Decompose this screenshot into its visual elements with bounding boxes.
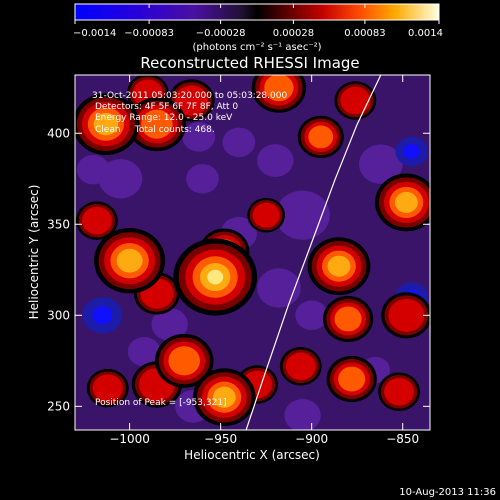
heatmap-negative-core: [403, 144, 420, 159]
y-tick-label: 250: [47, 399, 70, 413]
heatmap-positive-blob: [394, 191, 418, 213]
colorbar-ticks: −0.0014 −0.00083 −0.00028 0.00028 0.00083 0.0…: [73, 4, 443, 39]
colorbar-tick-label: 0.00083: [344, 28, 385, 39]
y-tick-label: 300: [47, 308, 70, 322]
colorbar-tick-label: −0.0014: [73, 28, 116, 39]
heatmap-positive-blob: [212, 386, 236, 408]
heatmap-negative-blob: [284, 399, 321, 430]
heatmap-positive-blob: [92, 374, 123, 402]
heatmap-negative-blob: [151, 308, 188, 341]
heatmap-negative-blob: [257, 268, 301, 308]
plot-area: −1000 −950 −900 −850 250 300 350 400 31-Oct-201…: [47, 74, 431, 446]
heatmap-positive-blob: [264, 75, 294, 102]
colorbar: −0.0014 −0.00083 −0.00028 0.00028 0.00083 0.0…: [73, 3, 443, 53]
annotation-time-range: 31-Oct-2011 05:03:20.000 to 05:03:28.000: [92, 91, 287, 101]
heatmap-positive-blob: [168, 346, 201, 376]
colorbar-tick-label: −0.00028: [196, 28, 246, 39]
heatmap-negative-blob: [295, 300, 329, 331]
solar-limb-curve: [245, 75, 382, 430]
colorbar-gradient: [74, 3, 440, 21]
colorbar-tick-label: −0.00083: [124, 28, 174, 39]
heatmap-positive-blob: [340, 86, 371, 115]
heatmap-negative-blob: [359, 144, 403, 184]
annotation-clean-counts: Clean Total counts: 468.: [95, 125, 215, 135]
heatmap-negative-blob: [182, 122, 216, 152]
heatmap-negative-blob: [275, 190, 330, 240]
x-tick-label: −850: [386, 432, 419, 446]
heatmap-positive-blob: [141, 109, 173, 139]
heatmap-positive-blob: [252, 202, 280, 228]
footer-date: 10-Aug-2013 11:36: [399, 487, 496, 498]
heatmap-positive-blob: [285, 352, 316, 381]
y-axis-label: Heliocentric Y (arcsec): [27, 185, 41, 320]
heatmap-negative-blob: [257, 144, 294, 177]
annotation-detectors: Detectors: 4F 5F 6F 7F 8F, Att 0: [95, 102, 238, 112]
heatmap-positive-blob: [388, 298, 425, 332]
heatmap-positive-blob: [207, 269, 224, 285]
x-tick-label: −900: [295, 432, 328, 446]
heatmap-negative-blob: [127, 336, 161, 367]
info-annotations: 31-Oct-2011 05:03:20.000 to 05:03:28.000…: [92, 91, 287, 135]
heatmap-negative-blob: [98, 159, 143, 199]
heatmap-positive-blob: [81, 206, 112, 235]
axis-ticks: −1000 −950 −900 −850 250 300 350 400: [47, 75, 430, 446]
colorbar-unit-label: (photons cm⁻² s⁻¹ asec⁻²): [192, 42, 321, 53]
heatmap-image: [75, 75, 430, 430]
heatmap-negative-blob: [186, 164, 219, 194]
plot-frame: [74, 74, 431, 431]
heatmap-positive-blob: [384, 378, 414, 406]
heatmap-negative-blob: [76, 154, 110, 185]
heatmap-negative-core: [92, 306, 113, 325]
heatmap-positive-blob: [338, 366, 366, 392]
peak-position-label: Position of Peak = [-953,321]: [95, 398, 227, 408]
heatmap-positive-blob: [175, 85, 208, 116]
x-axis-label: Heliocentric X (arcsec): [184, 448, 320, 462]
y-tick-label: 350: [47, 217, 70, 231]
chart-title: Reconstructed RHESSI Image: [140, 54, 359, 72]
colorbar-tick-label: 0.00028: [273, 28, 314, 39]
colorbar-tick-label: 0.0014: [408, 28, 443, 39]
heatmap-negative-blob: [222, 127, 256, 158]
heatmap-positive-blob: [116, 248, 143, 273]
annotation-energy-range: Energy Range: 12.0 - 25.0 keV: [95, 113, 233, 123]
x-tick-label: −950: [204, 432, 237, 446]
y-tick-label: 400: [47, 126, 70, 140]
x-tick-label: −1000: [109, 432, 150, 446]
heatmap-positive-blob: [93, 112, 119, 136]
heatmap-positive-blob: [334, 306, 362, 332]
heatmap-positive-blob: [308, 125, 334, 149]
heatmap-positive-blob: [327, 255, 351, 277]
